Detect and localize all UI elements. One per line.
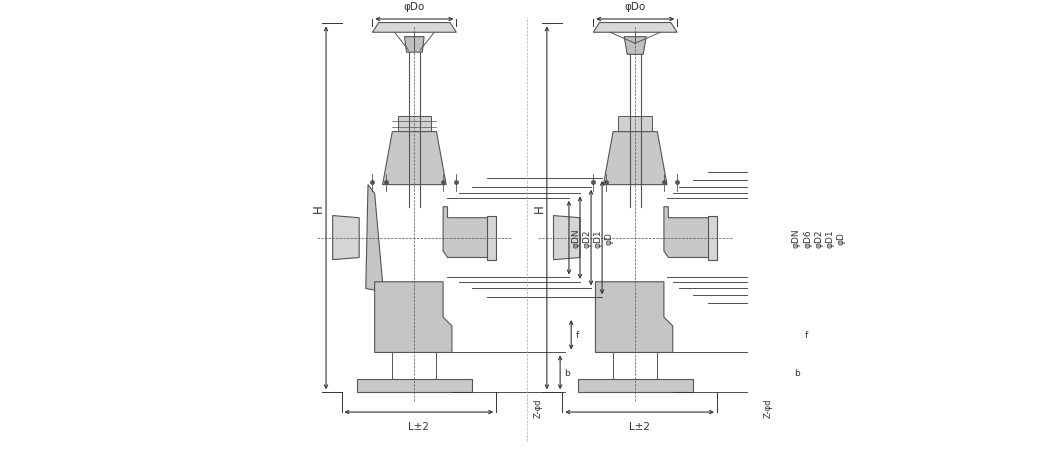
Polygon shape: [383, 132, 446, 185]
Polygon shape: [578, 379, 692, 392]
Polygon shape: [553, 216, 580, 260]
Text: φDN: φDN: [792, 228, 801, 248]
Text: Z-φd: Z-φd: [533, 398, 543, 418]
Polygon shape: [333, 216, 359, 260]
Text: φD1: φD1: [825, 229, 834, 248]
Polygon shape: [596, 282, 672, 353]
Text: H: H: [532, 204, 545, 213]
Text: φD2: φD2: [814, 229, 823, 247]
Text: H: H: [312, 204, 325, 213]
Polygon shape: [487, 216, 496, 260]
Text: b: b: [565, 368, 570, 377]
Polygon shape: [357, 379, 472, 392]
Text: L±2: L±2: [408, 421, 429, 431]
Text: φDo: φDo: [625, 2, 646, 12]
Polygon shape: [624, 37, 646, 55]
Polygon shape: [708, 216, 717, 260]
Polygon shape: [366, 185, 383, 291]
Text: φD: φD: [604, 232, 613, 244]
Text: Z-φd: Z-φd: [763, 398, 773, 418]
Polygon shape: [397, 117, 431, 132]
Text: φD6: φD6: [803, 229, 812, 248]
Text: L±2: L±2: [629, 421, 650, 431]
Polygon shape: [405, 37, 424, 53]
Text: φD2: φD2: [582, 229, 591, 247]
Text: φDN: φDN: [571, 228, 580, 248]
Text: φD1: φD1: [593, 229, 602, 248]
Text: b: b: [795, 368, 800, 377]
Polygon shape: [593, 23, 677, 33]
Polygon shape: [443, 207, 489, 258]
Text: f: f: [805, 331, 808, 340]
Polygon shape: [603, 132, 667, 185]
Polygon shape: [374, 282, 452, 353]
Polygon shape: [619, 117, 652, 132]
Polygon shape: [372, 23, 456, 33]
Polygon shape: [664, 207, 710, 258]
Text: φD: φD: [836, 232, 845, 244]
Text: φDo: φDo: [404, 2, 425, 12]
Text: f: f: [575, 331, 579, 340]
